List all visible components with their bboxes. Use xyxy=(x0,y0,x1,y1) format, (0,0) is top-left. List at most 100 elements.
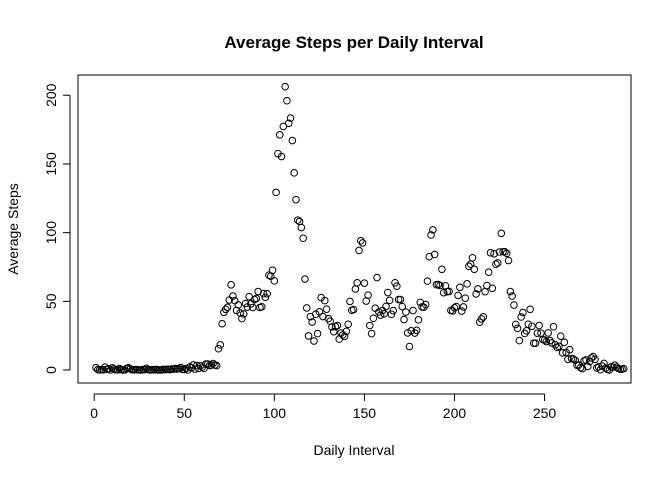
data-point xyxy=(429,226,437,234)
data-point xyxy=(519,308,527,317)
data-point xyxy=(504,256,513,265)
data-point xyxy=(502,249,511,258)
data-point xyxy=(310,337,318,345)
data-point xyxy=(281,82,289,91)
data-point xyxy=(393,282,401,291)
data-point xyxy=(531,339,540,348)
data-point xyxy=(115,364,124,373)
data-point xyxy=(596,365,605,374)
data-point xyxy=(423,277,432,285)
data-point xyxy=(126,364,135,373)
x-tick-label: 100 xyxy=(263,405,287,421)
data-point xyxy=(297,223,306,232)
data-point xyxy=(547,339,556,347)
data-point xyxy=(369,314,378,323)
data-point xyxy=(328,323,336,331)
data-point xyxy=(293,216,302,224)
x-axis-label: Daily Interval xyxy=(314,442,395,458)
data-point xyxy=(286,114,295,122)
data-point xyxy=(221,305,230,314)
data-point xyxy=(254,287,262,296)
y-tick-label: 200 xyxy=(43,83,59,107)
data-point xyxy=(409,306,417,315)
data-point xyxy=(209,359,217,368)
data-point xyxy=(250,295,259,304)
data-point xyxy=(620,364,628,373)
data-point xyxy=(470,265,479,274)
x-tick-label: 0 xyxy=(90,405,98,421)
data-point xyxy=(239,310,248,318)
data-point xyxy=(510,301,518,309)
data-point xyxy=(313,329,322,338)
data-points xyxy=(92,82,628,374)
data-point xyxy=(565,345,574,354)
data-point xyxy=(301,275,309,283)
data-point xyxy=(344,320,353,329)
data-point xyxy=(108,364,117,372)
data-point xyxy=(207,361,216,369)
data-point xyxy=(600,359,608,368)
data-point xyxy=(290,169,298,177)
data-point xyxy=(263,289,271,298)
data-point xyxy=(445,287,453,296)
data-point xyxy=(468,253,477,262)
data-point xyxy=(257,303,266,311)
data-point xyxy=(342,327,351,336)
data-point xyxy=(542,337,551,346)
data-point xyxy=(380,310,389,318)
data-point xyxy=(479,313,488,321)
data-point xyxy=(329,327,338,336)
data-point xyxy=(218,319,226,328)
data-point xyxy=(366,321,374,330)
data-point xyxy=(275,131,284,139)
plot-frame xyxy=(77,74,632,384)
data-point xyxy=(340,332,349,341)
y-axis-label: Average Steps xyxy=(5,183,21,275)
data-point xyxy=(277,152,286,161)
y-tick-label: 150 xyxy=(43,152,59,176)
data-point xyxy=(176,363,185,372)
data-point xyxy=(384,288,392,297)
data-point xyxy=(376,311,385,319)
data-point xyxy=(591,355,599,364)
data-point xyxy=(304,332,313,340)
data-point xyxy=(113,366,122,374)
data-point xyxy=(488,284,497,293)
data-point xyxy=(571,356,579,365)
data-point xyxy=(333,321,342,330)
data-point xyxy=(495,248,504,256)
data-point xyxy=(439,288,448,297)
data-point xyxy=(526,305,534,314)
data-point xyxy=(389,306,398,315)
data-point xyxy=(609,363,617,372)
data-point xyxy=(175,364,183,373)
data-point xyxy=(430,250,439,259)
data-point xyxy=(203,360,212,368)
data-point xyxy=(457,307,466,315)
data-point xyxy=(508,292,516,300)
data-point xyxy=(472,290,480,298)
data-point xyxy=(355,246,363,255)
data-point xyxy=(493,259,502,267)
y-tick-label: 50 xyxy=(43,293,59,309)
data-point xyxy=(405,342,414,351)
data-point xyxy=(106,366,115,374)
data-point xyxy=(236,309,244,317)
data-point xyxy=(592,364,601,372)
data-point xyxy=(331,322,340,331)
data-point xyxy=(601,364,610,372)
data-point xyxy=(346,297,354,306)
data-point xyxy=(481,287,489,296)
data-point xyxy=(308,318,316,326)
data-point xyxy=(229,292,237,300)
data-point xyxy=(302,304,311,312)
data-point xyxy=(351,285,360,293)
data-point xyxy=(452,302,461,311)
data-point xyxy=(252,294,261,303)
data-point xyxy=(427,231,435,239)
data-point xyxy=(555,342,563,351)
data-point xyxy=(353,278,362,287)
data-point xyxy=(490,249,498,258)
data-point xyxy=(288,136,297,145)
